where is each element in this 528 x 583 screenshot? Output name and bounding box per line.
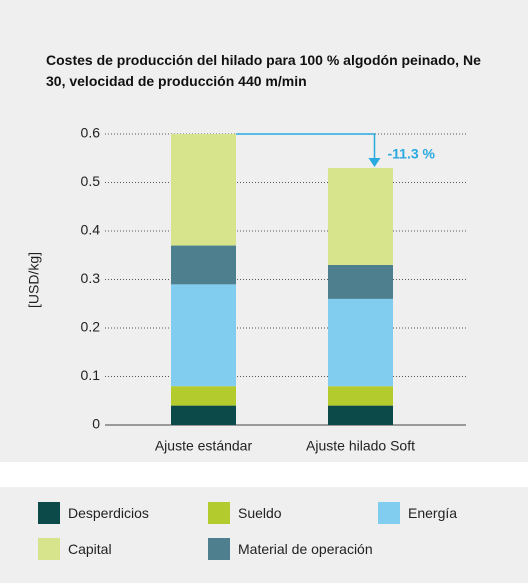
legend-swatch [38, 538, 60, 560]
y-tick-label: 0 [92, 416, 100, 432]
chart-title: Costes de producción del hilado para 100… [46, 52, 481, 89]
legend-panel [0, 487, 528, 583]
bar-segment [328, 264, 393, 299]
y-tick-label: 0.3 [81, 270, 101, 286]
bar-segment [171, 134, 236, 246]
bar-segment [171, 284, 236, 387]
legend-item: Material de operación [208, 538, 373, 560]
annotation-label: -11.3 % [388, 146, 436, 162]
y-tick-label: 0.2 [81, 319, 101, 335]
arrow-head [368, 157, 381, 167]
legend-item: Capital [38, 538, 112, 560]
legend-label: Material de operación [238, 541, 373, 557]
bar-segment [171, 405, 236, 425]
legend-swatch [208, 538, 230, 560]
bar-segment [328, 386, 393, 406]
y-tick-label: 0.6 [81, 125, 101, 141]
y-tick-label: 0.1 [81, 367, 101, 383]
legend-label: Sueldo [238, 505, 282, 521]
y-tick-label: 0.4 [81, 222, 101, 238]
bar-segment [328, 405, 393, 425]
legend-swatch [378, 502, 400, 524]
x-tick-label: Ajuste hilado Soft [306, 438, 415, 454]
legend-item: Desperdicios [38, 502, 149, 524]
y-tick-label: 0.5 [81, 173, 101, 189]
legend-label: Desperdicios [68, 505, 149, 521]
legend-item: Sueldo [208, 502, 282, 524]
bar-segment [171, 386, 236, 406]
legend-label: Energía [408, 505, 458, 521]
legend-label: Capital [68, 541, 112, 557]
bar-segment [328, 167, 393, 265]
x-tick-label: Ajuste estándar [155, 438, 253, 454]
bar-segment [328, 298, 393, 387]
legend-item: Energía [378, 502, 457, 524]
legend-swatch [208, 502, 230, 524]
legend-swatch [38, 502, 60, 524]
bar-segment [171, 245, 236, 285]
annotation-arrow [236, 133, 376, 159]
y-axis-label: [USD/kg] [26, 252, 42, 308]
